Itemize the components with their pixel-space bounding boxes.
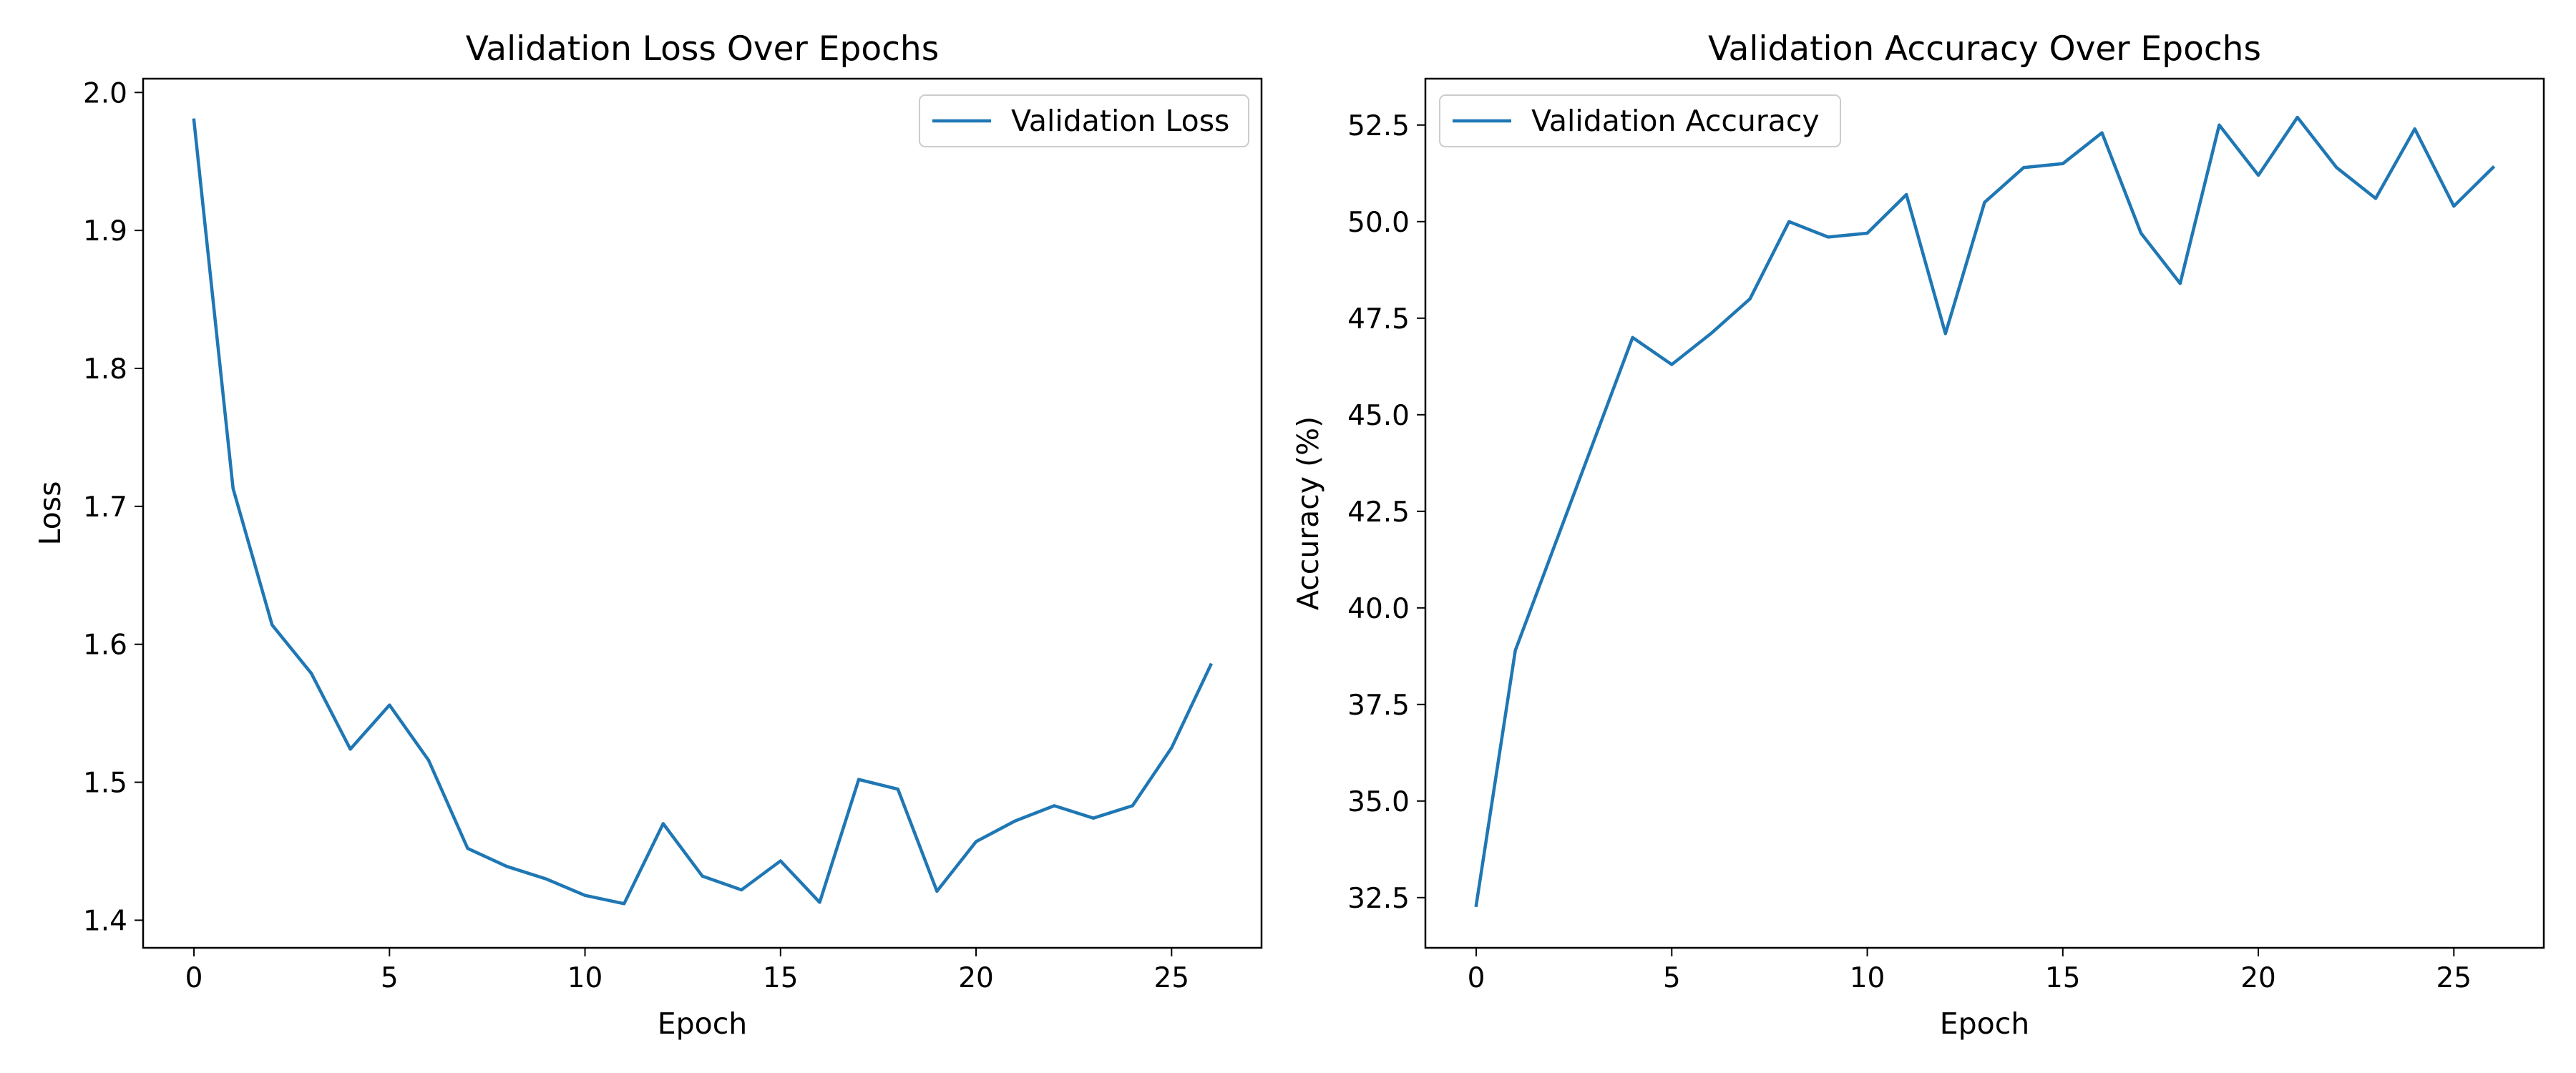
legend-label: Validation Accuracy xyxy=(1531,104,1820,138)
chart-title: Validation Loss Over Epochs xyxy=(466,29,939,69)
legend-label: Validation Loss xyxy=(1011,104,1229,138)
x-tick-label: 15 xyxy=(2045,962,2081,994)
y-tick-label: 1.7 xyxy=(83,491,127,524)
axes-frame xyxy=(142,77,1263,949)
x-tick-label: 0 xyxy=(185,962,203,994)
y-tick-label: 2.0 xyxy=(83,77,127,109)
x-tick-label: 0 xyxy=(1468,962,1485,994)
x-tick-label: 20 xyxy=(958,962,994,994)
y-tick-label: 35.0 xyxy=(1347,786,1410,818)
x-tick-label: 25 xyxy=(2436,962,2472,994)
legend: Validation Loss xyxy=(919,94,1249,147)
chart-panel-2: 0 5 10 15 20 25 32.5 35.0 37.5 40.0 42.5 45.0 47.5 50… xyxy=(1291,29,2545,1041)
x-tick-label: 5 xyxy=(381,962,399,994)
y-tick-label: 40.0 xyxy=(1347,593,1410,625)
y-tick-label: 47.5 xyxy=(1347,303,1410,335)
y-tick-label: 1.9 xyxy=(83,215,127,248)
y-tick-label: 1.6 xyxy=(83,629,127,662)
series-line xyxy=(1474,115,2496,908)
x-tick-label: 10 xyxy=(567,962,603,994)
axes-frame xyxy=(1424,77,2545,949)
chart-title: Validation Accuracy Over Epochs xyxy=(1708,29,2261,69)
y-axis-label: Accuracy (%) xyxy=(1291,416,1325,610)
x-tick-label: 5 xyxy=(1663,962,1681,994)
x-axis-label: Epoch xyxy=(658,1006,748,1041)
y-tick-label: 37.5 xyxy=(1347,690,1410,722)
y-tick-label: 42.5 xyxy=(1347,496,1410,529)
y-tick-label: 50.0 xyxy=(1347,207,1410,239)
y-tick-label: 52.5 xyxy=(1347,110,1410,142)
y-tick-label: 32.5 xyxy=(1347,883,1410,915)
y-tick-label: 1.8 xyxy=(83,353,127,386)
x-tick-label: 20 xyxy=(2240,962,2276,994)
y-tick-label: 1.4 xyxy=(83,905,127,937)
y-axis-label: Loss xyxy=(33,481,67,546)
x-axis-label: Epoch xyxy=(1940,1006,2030,1041)
series-line xyxy=(192,118,1213,906)
legend-box xyxy=(1439,94,1841,147)
y-tick-label: 1.5 xyxy=(83,768,127,800)
legend-box xyxy=(919,94,1249,147)
x-tick-label: 25 xyxy=(1153,962,1189,994)
x-tick-label: 10 xyxy=(1850,962,1885,994)
legend: Validation Accuracy xyxy=(1439,94,1841,147)
x-tick-label: 15 xyxy=(763,962,799,994)
chart-panel-1: 0 5 10 15 20 25 1.4 1.5 1.6 1.7 1.8 1.9 2.0 Validatio… xyxy=(33,29,1263,1041)
y-tick-label: 45.0 xyxy=(1347,400,1410,432)
